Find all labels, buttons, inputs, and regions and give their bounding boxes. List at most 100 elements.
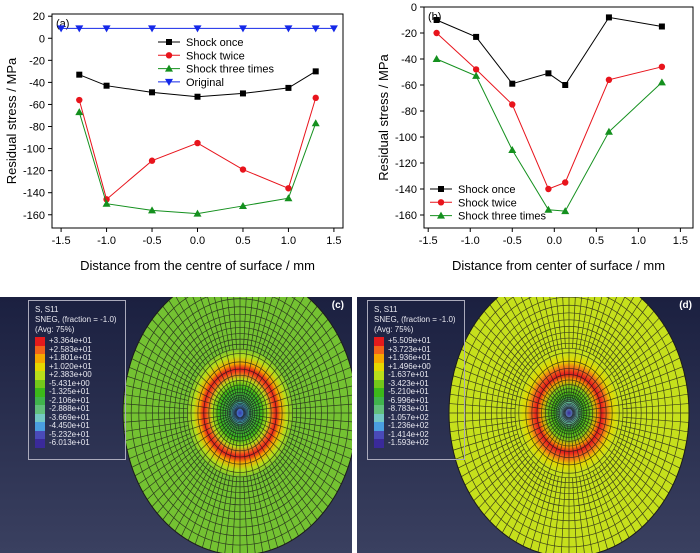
- mesh-spoke: [561, 477, 566, 553]
- mesh-spoke: [545, 476, 559, 553]
- legend-swatch: [374, 439, 384, 448]
- mesh-spoke: [572, 477, 577, 553]
- mesh-spoke: [162, 460, 206, 520]
- mesh-spoke: [202, 473, 224, 548]
- plot-frame: [423, 6, 694, 229]
- legend-row: +2.583e+01: [35, 345, 119, 354]
- legend-swatch: [35, 371, 45, 380]
- mesh-spoke: [573, 297, 626, 404]
- mesh-spoke: [192, 297, 218, 356]
- mesh-spoke: [578, 393, 689, 412]
- legend-row: -3.669e+01: [35, 412, 119, 422]
- mesh-spoke: [194, 423, 237, 545]
- legend-label: Shock twice: [186, 50, 245, 62]
- mesh-spoke: [572, 297, 576, 349]
- contour-legend-d: S, S11 SNEG, (fraction = -1.0) (Avg: 75%…: [367, 300, 465, 460]
- mesh-spoke: [586, 297, 603, 352]
- mesh-spoke: [574, 298, 643, 405]
- x-tick-label: -0.5: [503, 235, 522, 247]
- legend-value: -5.232e+01: [49, 429, 90, 439]
- mesh-spoke: [162, 306, 206, 366]
- legend-value: -3.423e+01: [388, 378, 429, 388]
- mesh-spoke: [129, 433, 191, 459]
- mesh-spoke: [291, 385, 352, 401]
- data-point: [285, 84, 292, 91]
- y-tick-label: -40: [401, 54, 417, 66]
- data-point: [509, 101, 516, 108]
- mesh-spoke: [274, 460, 318, 520]
- data-point: [312, 94, 319, 102]
- contour-mesh-d: [448, 297, 690, 553]
- mesh-spoke: [575, 420, 655, 516]
- mesh-spoke: [577, 357, 681, 409]
- x-tick-label: 1.0: [631, 235, 646, 247]
- data-point: [438, 186, 444, 192]
- legend-value: -6.996e+01: [388, 395, 429, 405]
- data-point: [165, 52, 173, 59]
- legend-swatch: [35, 430, 45, 439]
- mesh-spoke: [598, 297, 634, 360]
- mesh-spoke: [578, 415, 686, 451]
- mesh-spoke: [461, 441, 521, 477]
- legend-swatch: [374, 371, 384, 380]
- mesh-spoke: [262, 297, 288, 356]
- mesh-spoke: [175, 297, 212, 361]
- mesh-spoke: [242, 423, 271, 551]
- data-point: [193, 25, 202, 33]
- mesh-spoke: [592, 297, 618, 356]
- data-point: [562, 82, 569, 88]
- x-tick-label: 0.0: [190, 235, 205, 247]
- legend-value: -4.450e+01: [49, 421, 90, 431]
- mesh-spoke: [579, 476, 593, 553]
- mesh-spoke: [457, 357, 561, 409]
- legend-value: -8.783e+01: [388, 404, 429, 414]
- y-tick-label: -100: [395, 132, 417, 144]
- data-point: [311, 119, 320, 127]
- data-point: [561, 207, 570, 215]
- y-tick-label: -120: [23, 166, 45, 178]
- legend-value: -3.669e+01: [49, 412, 90, 422]
- mesh-spoke: [123, 416, 188, 423]
- mesh-spoke: [249, 475, 264, 553]
- data-point: [103, 82, 110, 89]
- mesh-spoke: [508, 422, 565, 538]
- mesh-spoke: [572, 297, 610, 403]
- mesh-spoke: [622, 416, 689, 423]
- mesh-spoke: [156, 420, 234, 514]
- mesh-spoke: [617, 441, 677, 477]
- mesh-spoke: [578, 414, 689, 433]
- mesh-spoke: [283, 333, 338, 378]
- legend-value: -2.888e+01: [49, 404, 90, 414]
- mesh-spoke: [504, 297, 540, 360]
- mesh-spoke: [129, 367, 191, 393]
- mesh-spoke: [131, 417, 232, 468]
- mesh-ring: [560, 402, 578, 424]
- y-tick-label: 0: [411, 2, 417, 14]
- mesh-lines: [448, 297, 690, 553]
- mesh-spoke: [609, 455, 660, 509]
- x-axis-label: Distance from the centre of surface / mm: [80, 258, 315, 273]
- data-point: [76, 71, 83, 78]
- mesh-spoke: [621, 384, 687, 401]
- mesh-spoke: [542, 297, 567, 402]
- mesh-spoke: [247, 419, 334, 500]
- mesh-spoke: [464, 418, 561, 486]
- mesh-spoke: [577, 340, 674, 408]
- data-point: [75, 108, 84, 116]
- mesh-spoke: [249, 414, 352, 432]
- mesh-spoke: [577, 418, 674, 486]
- y-tick-label: -20: [401, 28, 417, 40]
- data-point: [472, 71, 481, 79]
- mesh-spoke: [574, 421, 643, 528]
- mesh-spoke: [569, 297, 583, 402]
- mesh-spoke: [451, 425, 517, 442]
- legend-swatch: [35, 379, 45, 388]
- legend-swatch: [35, 345, 45, 354]
- mesh-spoke: [262, 470, 293, 541]
- series-original: Original: [57, 25, 338, 89]
- mesh-spoke: [184, 297, 236, 404]
- y-tick-label: -40: [29, 77, 45, 89]
- data-point: [148, 206, 157, 214]
- mesh-spoke: [575, 310, 655, 406]
